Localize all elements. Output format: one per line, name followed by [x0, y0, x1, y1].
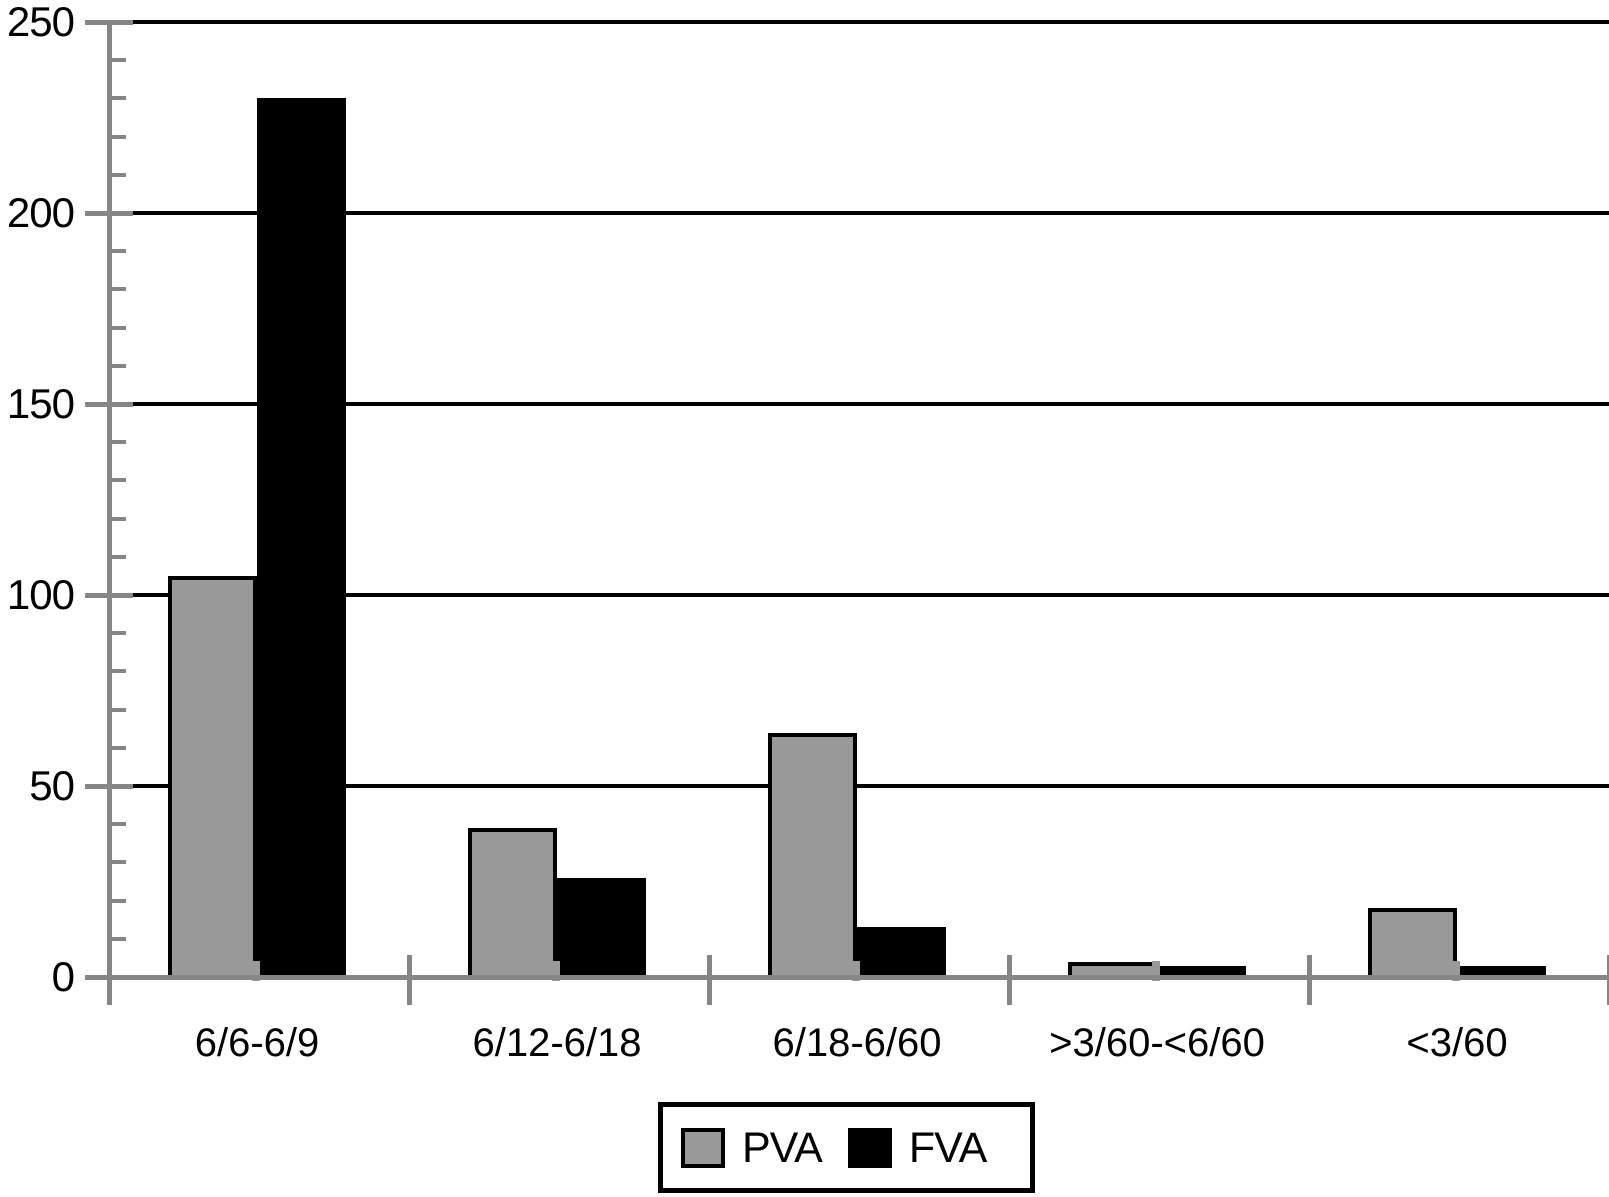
y-minor-tick: [108, 669, 126, 674]
y-minor-tick: [108, 96, 126, 101]
legend-swatch-fva: [847, 1127, 892, 1168]
y-major-tick: [85, 784, 133, 789]
y-minor-tick: [108, 631, 126, 636]
y-major-tick: [85, 20, 133, 25]
y-gridline: [133, 20, 1609, 24]
bar-fva: [257, 98, 346, 977]
y-minor-tick: [108, 554, 126, 559]
x-axis-line: [85, 975, 1609, 980]
legend-box: PVA FVA: [658, 1102, 1035, 1193]
y-axis-line: [107, 20, 112, 1003]
y-major-tick: [85, 593, 133, 598]
y-tick-label: 100: [6, 571, 75, 618]
x-category-label: 6/18-6/60: [772, 1021, 942, 1065]
y-gridline: [133, 402, 1609, 406]
y-tick-label: 0: [51, 953, 75, 1000]
y-gridline: [133, 784, 1609, 788]
y-minor-tick: [108, 172, 126, 177]
bar-fva: [857, 927, 946, 977]
bar-foot-notch: [552, 961, 560, 981]
bar-pva: [168, 575, 257, 977]
x-category-label: <3/60: [1406, 1021, 1508, 1065]
y-minor-tick: [108, 58, 126, 63]
y-tick-label: 50: [29, 762, 75, 809]
x-category-label: 6/6-6/9: [194, 1021, 320, 1065]
bar-pva: [768, 732, 857, 977]
category-separator-tick: [107, 955, 112, 1005]
legend-label-fva: FVA: [908, 1123, 987, 1172]
y-minor-tick: [108, 363, 126, 368]
y-minor-tick: [108, 325, 126, 330]
bar-foot-notch: [852, 961, 860, 981]
category-separator-tick: [407, 955, 412, 1005]
y-major-tick: [85, 402, 133, 407]
y-minor-tick: [108, 440, 126, 445]
category-separator-tick: [1007, 955, 1012, 1005]
bar-fva: [1457, 965, 1546, 977]
y-minor-tick: [108, 287, 126, 292]
bar-pva: [468, 828, 557, 977]
y-minor-tick: [108, 478, 126, 483]
bar-foot-notch: [1452, 961, 1460, 981]
y-minor-tick: [108, 745, 126, 750]
y-major-tick: [85, 211, 133, 216]
y-minor-tick: [108, 822, 126, 827]
bar-foot-notch: [252, 961, 260, 981]
y-gridline: [133, 593, 1609, 597]
bar-pva: [1368, 908, 1457, 977]
category-separator-tick: [707, 955, 712, 1005]
y-tick-label: 200: [6, 189, 75, 236]
category-separator-tick: [1307, 955, 1312, 1005]
x-category-label: >3/60-<6/60: [1049, 1021, 1265, 1065]
bar-fva: [557, 877, 646, 977]
bar-foot-notch: [1152, 961, 1160, 981]
y-tick-label: 250: [6, 0, 75, 45]
y-minor-tick: [108, 134, 126, 139]
y-minor-tick: [108, 516, 126, 521]
y-minor-tick: [108, 898, 126, 903]
legend-swatch-pva: [681, 1127, 725, 1168]
y-minor-tick: [108, 249, 126, 254]
x-category-label: 6/12-6/18: [472, 1021, 642, 1065]
y-gridline: [133, 211, 1609, 215]
y-minor-tick: [108, 860, 126, 865]
y-tick-label: 150: [6, 380, 75, 427]
legend-label-pva: PVA: [742, 1123, 823, 1172]
category-separator-tick: [1607, 955, 1609, 1005]
y-minor-tick: [108, 936, 126, 941]
y-minor-tick: [108, 707, 126, 712]
bar-fva: [1157, 965, 1246, 977]
